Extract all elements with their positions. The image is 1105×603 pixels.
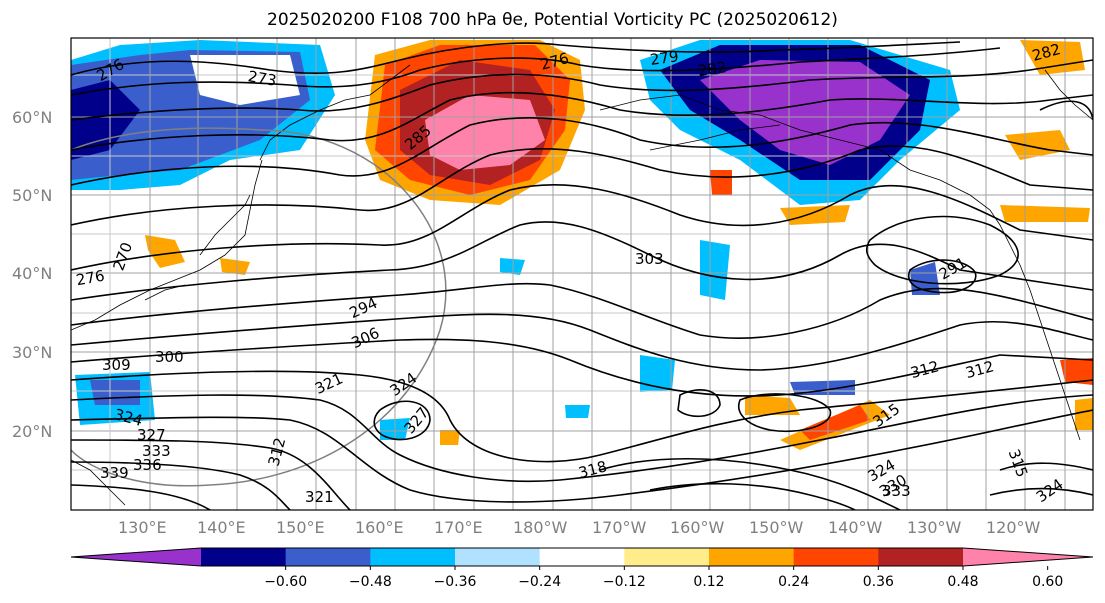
colorbar-segment <box>455 548 541 566</box>
lat-label: 20°N <box>12 422 52 441</box>
colorbar-tick-label: −0.48 <box>349 574 392 590</box>
colorbar-outline <box>70 547 1094 567</box>
contour-label: 327 <box>137 426 166 444</box>
colorbar-segment <box>878 548 964 566</box>
coastlines <box>71 64 1093 506</box>
colorbar-tick-label: 0.12 <box>693 574 724 590</box>
colorbar: −0.60 −0.48 −0.36 −0.24 −0.12 0.12 0.24 0.36 0.4… <box>70 547 1094 590</box>
colorbar-tick-label: −0.36 <box>434 574 477 590</box>
colorbar-tick-label: −0.24 <box>518 574 561 590</box>
contour-label: 333 <box>142 442 171 460</box>
colorbar-segment <box>793 548 879 566</box>
colorbar-segment <box>370 548 456 566</box>
theta-e-contours <box>71 41 1093 510</box>
contour-label: 321 <box>305 488 334 506</box>
longitude-labels: 130°E 140°E 150°E 160°E 170°E 180°W 170°… <box>118 518 1041 537</box>
graticule <box>71 38 1093 510</box>
lon-label: 130°E <box>118 518 167 537</box>
contour-label: 276 <box>75 267 106 290</box>
contour-label: 336 <box>133 456 162 474</box>
latitude-labels: 60°N 50°N 40°N 30°N 20°N <box>12 108 52 441</box>
lon-label: 140°W <box>828 518 883 537</box>
contour-label: 309 <box>102 356 131 374</box>
colorbar-tick-label: −0.60 <box>264 574 307 590</box>
lon-label: 150°W <box>749 518 804 537</box>
colorbar-extend-high <box>963 548 1093 566</box>
colorbar-tick-label: 0.24 <box>778 574 809 590</box>
colorbar-extend-low <box>71 548 201 566</box>
contour-label: 273 <box>247 67 278 90</box>
colorbar-segment <box>539 548 625 566</box>
lon-label: 130°W <box>907 518 962 537</box>
lat-label: 50°N <box>12 186 52 205</box>
colorbar-segment <box>624 548 710 566</box>
lat-label: 30°N <box>12 343 52 362</box>
colorbar-segment <box>201 548 287 566</box>
range-circle <box>71 129 447 487</box>
contour-label: 339 <box>100 464 129 482</box>
contour-label: 333 <box>882 482 911 500</box>
lon-label: 170°W <box>592 518 647 537</box>
colorbar-segment <box>709 548 795 566</box>
lon-label: 170°E <box>434 518 483 537</box>
lon-label: 160°W <box>670 518 725 537</box>
colorbar-tick-label: 0.48 <box>947 574 978 590</box>
map-title: 2025020200 F108 700 hPa θe, Potential Vo… <box>267 10 838 30</box>
colorbar-segment <box>285 548 371 566</box>
colorbar-tick-label: −0.12 <box>603 574 646 590</box>
colorbar-tick-label: 0.60 <box>1032 574 1063 590</box>
lat-label: 60°N <box>12 108 52 127</box>
contour-label: 300 <box>155 348 184 366</box>
range-circle-west <box>71 127 261 151</box>
pv-shading <box>71 40 1093 450</box>
contour-label: 303 <box>635 250 664 268</box>
contour-label: 282 <box>697 58 728 80</box>
plot-frame <box>70 37 1094 511</box>
lon-label: 140°E <box>197 518 246 537</box>
colorbar-tick-label: 0.36 <box>863 574 894 590</box>
lon-label: 120°W <box>986 518 1041 537</box>
lat-label: 40°N <box>12 264 52 283</box>
lon-label: 180°W <box>513 518 568 537</box>
contour-label: 279 <box>649 47 680 69</box>
lon-label: 160°E <box>355 518 404 537</box>
lon-label: 150°E <box>276 518 325 537</box>
